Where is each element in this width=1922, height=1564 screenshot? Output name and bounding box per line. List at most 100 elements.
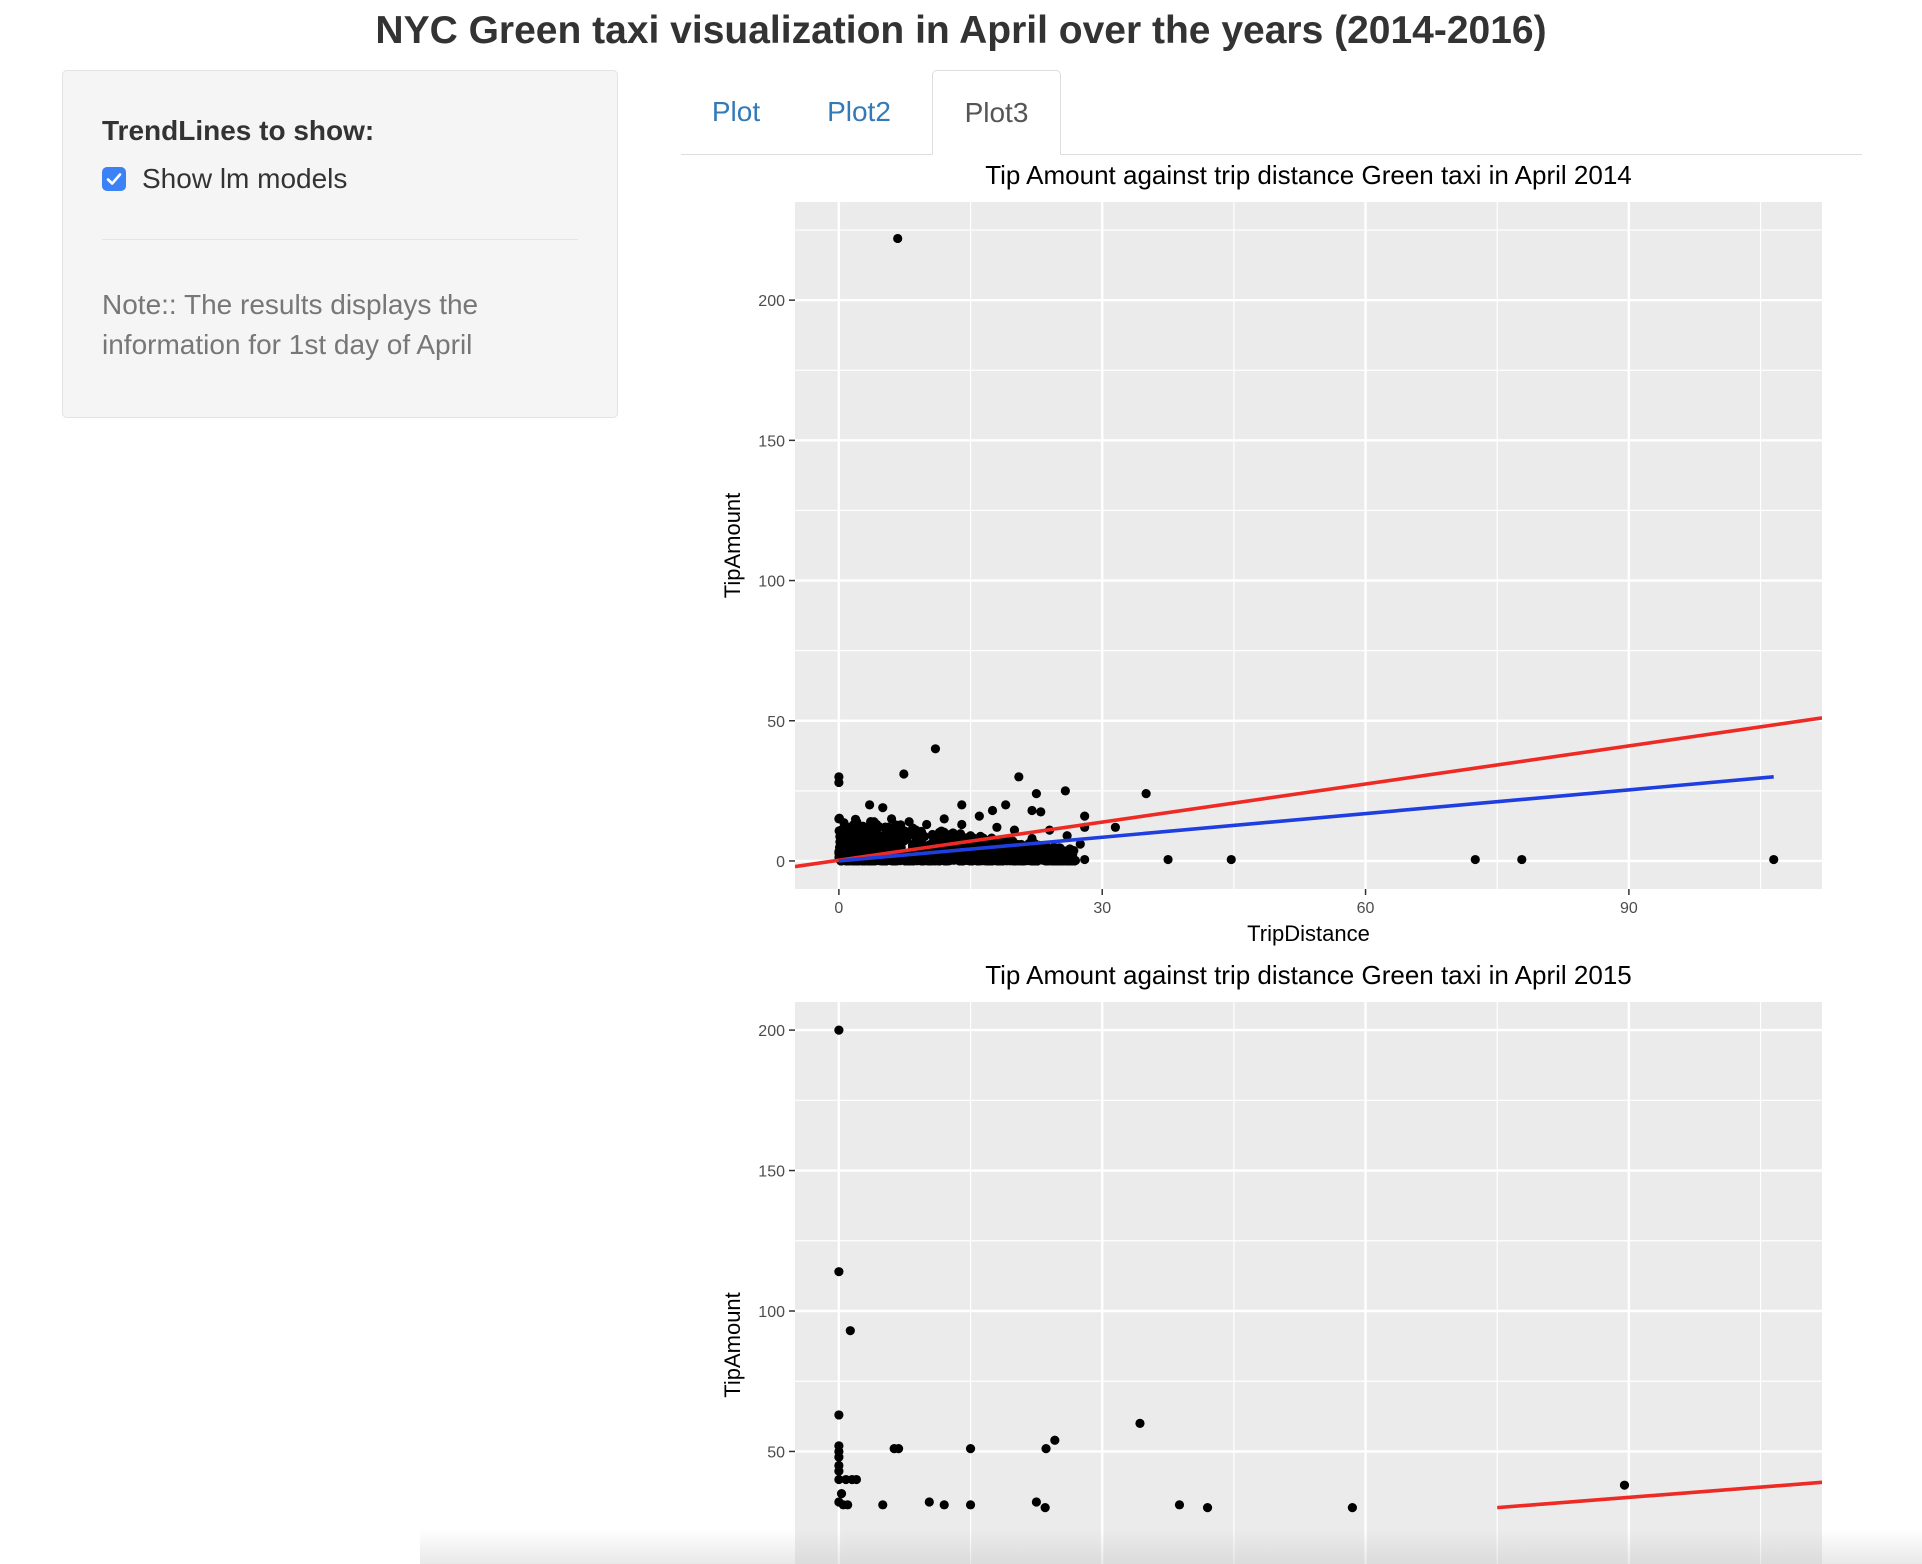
x-axis-label: TripDistance	[1247, 921, 1370, 946]
data-point	[1141, 789, 1151, 799]
data-point	[886, 814, 897, 824]
data-point	[1062, 831, 1072, 841]
tab-plot2[interactable]: Plot2	[827, 96, 891, 127]
data-point	[1027, 833, 1037, 844]
data-point	[835, 841, 845, 852]
data-point	[834, 814, 844, 824]
data-point	[1050, 1435, 1060, 1445]
data-points	[834, 1025, 1630, 1513]
data-point	[834, 1410, 844, 1420]
y-tick-label: 150	[758, 433, 785, 450]
x-tick-label: 0	[834, 900, 843, 917]
data-point	[880, 843, 890, 853]
data-point	[924, 1497, 934, 1507]
trendlines-heading: TrendLines to show:	[102, 115, 375, 146]
tab-bar: Plot Plot2 Plot3	[681, 70, 1862, 155]
data-point	[1769, 854, 1779, 865]
data-point	[1040, 1503, 1050, 1513]
data-point	[860, 836, 870, 846]
sidebar-divider	[102, 239, 578, 240]
trend-line	[838, 775, 1774, 863]
data-point	[845, 1326, 855, 1336]
data-point	[835, 832, 845, 842]
y-tick-label: 100	[758, 574, 785, 591]
chart-title: Tip Amount against trip distance Green t…	[985, 960, 1632, 990]
data-point	[868, 837, 878, 847]
data-point	[930, 744, 941, 754]
data-point	[957, 819, 967, 830]
data-point	[981, 847, 991, 857]
data-point	[1014, 772, 1024, 782]
data-point	[834, 1025, 844, 1035]
data-point	[1040, 847, 1050, 858]
data-point	[836, 1488, 847, 1499]
data-point	[887, 839, 897, 849]
y-tick-label: 50	[767, 714, 785, 731]
data-point	[939, 1500, 949, 1510]
x-tick-label: 90	[1620, 900, 1638, 917]
data-point	[965, 1444, 976, 1454]
data-point	[869, 817, 879, 827]
tab-plot3[interactable]: Plot3	[932, 70, 1061, 155]
data-point	[895, 828, 905, 838]
tab-plot[interactable]: Plot	[711, 96, 761, 127]
chart-1: 0 50 100 150 200 0 30 60 90 Tip Amount against tr…	[720, 160, 1822, 946]
data-point	[844, 822, 854, 833]
data-point	[948, 828, 958, 838]
data-point	[1069, 846, 1079, 856]
data-point	[1080, 854, 1090, 865]
y-tick-label: 0	[776, 854, 785, 871]
data-point	[1031, 1497, 1041, 1507]
data-point	[894, 855, 904, 866]
sidebar-panel: TrendLines to show: Show lm models Note:…	[62, 70, 618, 418]
y-tick-label: 200	[758, 1023, 785, 1040]
data-point	[1080, 811, 1090, 821]
data-point	[913, 831, 923, 841]
data-point	[902, 834, 912, 844]
y-tick-label: 50	[767, 1444, 785, 1461]
trend-line	[1497, 1480, 1822, 1510]
data-point	[1226, 854, 1236, 865]
data-point	[1041, 1444, 1051, 1454]
trend-line	[795, 716, 1822, 869]
data-point	[987, 805, 998, 816]
data-point	[965, 831, 976, 841]
data-point	[939, 814, 949, 824]
data-point	[944, 855, 954, 865]
data-point	[865, 800, 875, 810]
data-point	[1036, 807, 1046, 817]
y-axis-label: TipAmount	[720, 1292, 745, 1398]
data-point	[878, 1500, 888, 1510]
data-point	[844, 847, 854, 857]
checkbox-label[interactable]: Show lm models	[142, 163, 348, 194]
data-point	[1008, 846, 1018, 856]
data-point	[1174, 1500, 1185, 1510]
data-point	[904, 817, 914, 827]
show-lm-models-checkbox[interactable]: Show lm models	[102, 163, 347, 195]
data-point	[1028, 856, 1039, 866]
checkmark-icon[interactable]	[102, 167, 126, 191]
chart-title: Tip Amount against trip distance Green t…	[985, 160, 1632, 190]
gridlines	[795, 1002, 1822, 1564]
data-point	[1075, 839, 1085, 849]
data-point	[834, 777, 844, 788]
x-tick-label: 60	[1357, 900, 1375, 917]
data-point	[834, 1452, 844, 1462]
page-title: NYC Green taxi visualization in April ov…	[375, 9, 1547, 52]
data-point	[1347, 1503, 1357, 1513]
chart-2: 50 100 150 200 Tip Amount against trip dista…	[720, 960, 1822, 1564]
data-point	[1202, 1503, 1213, 1513]
sidebar-note: Note:: The results displays the informat…	[102, 289, 479, 360]
data-point	[1062, 854, 1072, 865]
data-point	[1135, 1418, 1145, 1428]
data-point	[878, 803, 888, 813]
data-point	[1163, 854, 1173, 865]
data-point	[965, 1500, 976, 1510]
data-point	[930, 833, 941, 844]
data-point	[834, 1466, 844, 1476]
data-point	[1031, 789, 1041, 799]
data-point	[999, 853, 1009, 863]
data-point	[843, 833, 853, 844]
plot-panel	[795, 202, 1822, 889]
